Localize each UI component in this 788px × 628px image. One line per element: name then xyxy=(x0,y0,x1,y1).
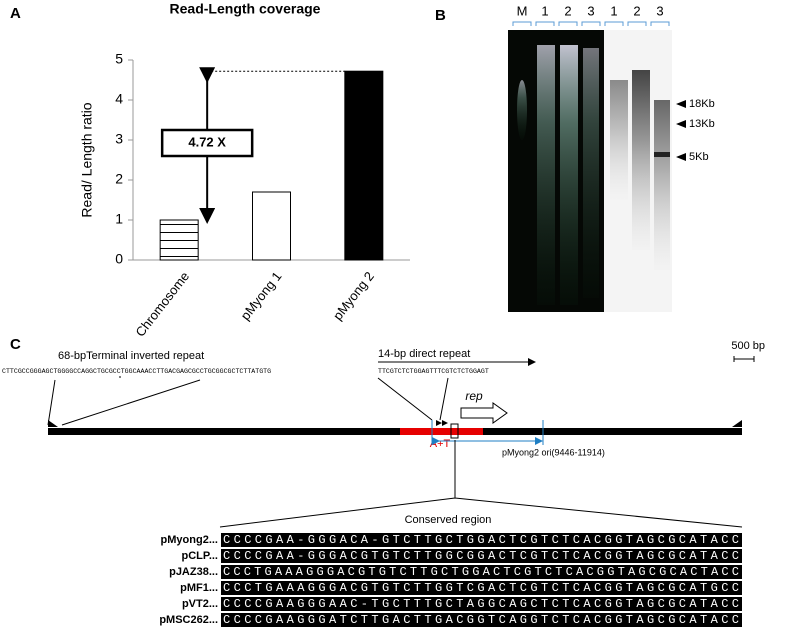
lane-bracket xyxy=(581,21,601,26)
y-tick-label: 5 xyxy=(115,51,123,67)
lane-bracket xyxy=(558,21,578,26)
gene-label: rep xyxy=(465,389,483,403)
lane-bracket xyxy=(627,21,647,26)
gel-smear xyxy=(537,45,555,305)
sequence: CCCCGAA-GGGACGTGTCTTGGCGGACTCGTCTCACGGTA… xyxy=(223,549,739,563)
lane-label: 3 xyxy=(656,3,663,18)
sequence-name: pMF1... xyxy=(180,582,218,594)
sequence-bg xyxy=(221,581,742,595)
y-tick-label: 1 xyxy=(115,211,123,227)
sequence-bg xyxy=(221,533,742,547)
alignment: pMyong2... CCCCGAA-GGGACA-GTCTTGCTGGACTCG… xyxy=(159,533,742,627)
lane-label: M xyxy=(517,3,528,18)
repeat-arrows xyxy=(436,420,448,426)
dr-sequence: TTCGTCTCTGGAGTTTCGTCTCTGGAGT xyxy=(378,368,489,375)
sequence-bg xyxy=(221,613,742,627)
blot-lane xyxy=(610,80,628,200)
sequence-bg xyxy=(221,549,742,563)
y-tick-label: 0 xyxy=(115,251,123,267)
lane-label: 2 xyxy=(633,3,640,18)
ori-label: pMyong2 ori(9446-11914) xyxy=(502,447,605,457)
sequence: CCCCGAA-GGGACA-GTCTTGCTGGACTCGTCTCACGGTA… xyxy=(223,533,739,547)
y-tick-label: 4 xyxy=(115,91,123,107)
sequence-name: pMSC262... xyxy=(159,614,218,626)
y-tick-label: 3 xyxy=(115,131,123,147)
y-axis-label: Read/ Length ratio xyxy=(79,102,95,217)
callout-line xyxy=(377,377,449,421)
size-marker: 18Kb xyxy=(689,98,715,110)
chart-title: Read-Length coverage xyxy=(170,1,321,17)
annotation-box xyxy=(160,128,254,158)
at-region xyxy=(400,428,483,435)
scale-label: 500 bp xyxy=(731,340,765,352)
size-marker: 13Kb xyxy=(689,118,715,130)
panel-label: A xyxy=(10,5,21,22)
blot-lane xyxy=(632,70,650,250)
gel-band xyxy=(517,80,527,140)
sequence-name: pCLP... xyxy=(182,550,218,562)
blot-lane xyxy=(654,100,670,270)
sequence: CCCCGAAGGGAAC-TGCTTTGCTAGGCAGCTCTCACGGTA… xyxy=(223,597,739,611)
size-marker: 5Kb xyxy=(689,151,709,163)
marker-arrow xyxy=(676,120,686,128)
lane-bracket xyxy=(512,21,532,26)
bar xyxy=(252,191,291,261)
lane-bracket xyxy=(650,21,670,26)
dr-label: 14-bp direct repeat xyxy=(378,348,470,360)
lane-label: 2 xyxy=(564,3,571,18)
lane-label: 3 xyxy=(587,3,594,18)
sequence-name: pVT2... xyxy=(182,598,218,610)
bar xyxy=(159,219,199,261)
tir-marker xyxy=(48,420,58,427)
panel-label: C xyxy=(10,336,21,353)
bar-chart: 0 1 2 3 4 5 Chromosome pMyong 1 pMyong 2 4.72 X xyxy=(115,51,410,340)
marker-arrow xyxy=(676,153,686,161)
annotation: 4.72 X xyxy=(188,134,226,149)
gel-smear xyxy=(583,48,599,298)
sequence-bg xyxy=(221,597,742,611)
tir-sequence: CTTCGCCGGGAGCTGGGGCCAGGCTGCGCCTGGCAAACCT… xyxy=(2,368,271,375)
callout-line xyxy=(47,376,201,426)
marker-arrow xyxy=(676,100,686,108)
sequence: CCCCGAAGGGATCTTGACTTGACGGTCAGGTCTCACGGTA… xyxy=(223,613,739,627)
lane-label: 1 xyxy=(541,3,548,18)
x-tick-label: Chromosome xyxy=(132,269,192,340)
conserved-title: Conserved region xyxy=(405,514,492,526)
scale-bar xyxy=(733,356,755,362)
lane-bracket xyxy=(535,21,555,26)
blot-band xyxy=(654,152,670,157)
bar xyxy=(344,70,384,261)
zoom-lines xyxy=(219,440,743,528)
x-tick-label: pMyong 2 xyxy=(330,269,377,323)
plasmid-map: 68-bpTerminal inverted repeat CTTCGCCGGG… xyxy=(2,340,765,627)
conserved-box xyxy=(450,423,459,439)
rep-gene xyxy=(460,402,508,424)
tir-label: 68-bpTerminal inverted repeat xyxy=(58,350,204,362)
sequence-bg xyxy=(221,565,742,579)
panel-label: B xyxy=(435,7,446,24)
x-tick-label: pMyong 1 xyxy=(238,269,285,323)
plasmid-bar xyxy=(48,428,742,435)
tir-marker xyxy=(732,420,742,427)
gel-smear xyxy=(560,45,578,305)
lane-label: 1 xyxy=(610,3,617,18)
y-tick-label: 2 xyxy=(115,171,123,187)
at-label: A+T xyxy=(430,438,451,450)
sequence: CCCTGAAAGGGACGTGTCTTGGTCGACTCGTCTCACGGTA… xyxy=(223,581,739,595)
lane-bracket xyxy=(604,21,624,26)
sequence-name: pJAZ38... xyxy=(169,566,218,578)
sequence-name: pMyong2... xyxy=(161,534,218,546)
